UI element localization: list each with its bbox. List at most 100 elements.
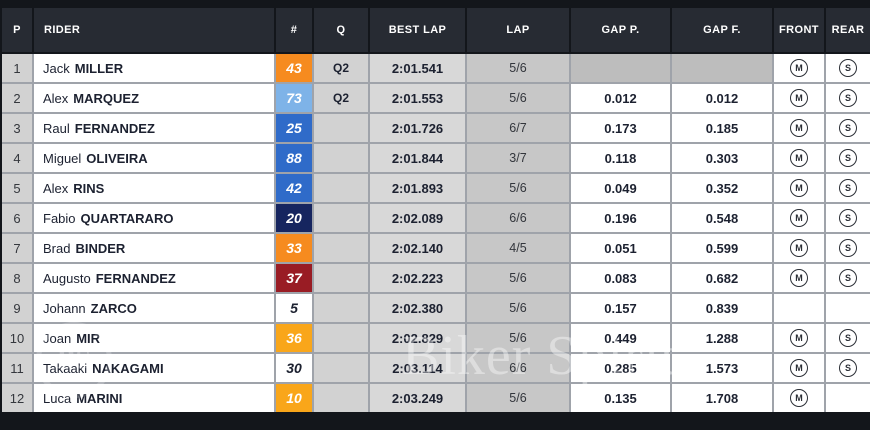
front-compound-letter: M: [795, 213, 803, 223]
gap-prev-value: 0.012: [604, 90, 637, 106]
front-tire-icon: M: [790, 179, 808, 197]
front-compound-letter: M: [795, 393, 803, 403]
table-body: 1 Jack MILLER 43 Q2 2:01.541 5/6 M S: [2, 54, 870, 412]
rider-number-plate: 30: [276, 354, 312, 382]
rear-tire-icon: S: [839, 119, 857, 137]
front-tire-cell: M: [774, 384, 824, 412]
front-tire-icon: M: [790, 89, 808, 107]
q-session-cell: [314, 324, 368, 352]
table-header: P RIDER # Q BEST LAP LAP GAP P. GAP F. F…: [2, 8, 870, 52]
q-session-cell: [314, 144, 368, 172]
rear-tire-cell: S: [826, 174, 870, 202]
lap-count-cell: 5/6: [467, 324, 569, 352]
rider-last-name: MILLER: [74, 60, 124, 76]
rider-last-name: OLIVEIRA: [86, 150, 148, 166]
header-best-lap: BEST LAP: [370, 8, 465, 52]
rider-number: 10: [286, 390, 302, 406]
gap-first-cell: 0.012: [672, 84, 772, 112]
rider-last-name: FERNANDEZ: [95, 270, 176, 286]
rider-number-plate: 73: [276, 84, 312, 112]
rider-number-plate: 36: [276, 324, 312, 352]
best-lap-value: 2:01.844: [391, 150, 444, 166]
gap-first-cell: 1.708: [672, 384, 772, 412]
q-session-cell: Q2: [314, 54, 368, 82]
rider-cell: Joan MIR: [34, 324, 274, 352]
position-label: 3: [13, 120, 21, 136]
front-tire-cell: M: [774, 114, 824, 142]
rear-compound-letter: S: [844, 333, 851, 343]
lap-count-value: 5/6: [509, 271, 527, 285]
lap-count-value: 3/7: [509, 151, 527, 165]
gap-prev-value: 0.049: [604, 180, 637, 196]
q-session-cell: [314, 264, 368, 292]
lap-count-value: 6/6: [509, 211, 527, 225]
table-row: 5 Alex RINS 42 2:01.893 5/6 0.049 0.352 …: [2, 174, 870, 202]
gap-prev-value: 0.083: [604, 270, 637, 286]
best-lap-value: 2:01.726: [391, 120, 444, 136]
best-lap-value: 2:02.140: [391, 240, 444, 256]
position-cell: 6: [2, 204, 32, 232]
front-compound-letter: M: [795, 123, 803, 133]
position-cell: 10: [2, 324, 32, 352]
front-tire-icon: M: [790, 239, 808, 257]
best-lap-cell: 2:03.114: [370, 354, 465, 382]
position-cell: 11: [2, 354, 32, 382]
rider-cell: Jack MILLER: [34, 54, 274, 82]
table-row: 9 Johann ZARCO 5 2:02.380 5/6 0.157 0.83…: [2, 294, 870, 322]
lap-count-cell: 5/6: [467, 384, 569, 412]
gap-first-cell: 0.839: [672, 294, 772, 322]
front-tire-icon: M: [790, 209, 808, 227]
rider-number-plate: 5: [276, 294, 312, 322]
lap-count-cell: 5/6: [467, 174, 569, 202]
best-lap-cell: 2:01.553: [370, 84, 465, 112]
rider-cell: Augusto FERNANDEZ: [34, 264, 274, 292]
q-session-cell: [314, 234, 368, 262]
gap-prev-cell: 0.196: [571, 204, 670, 232]
rider-last-name: BINDER: [75, 240, 126, 256]
best-lap-value: 2:02.829: [391, 330, 444, 346]
gap-first-cell: 0.185: [672, 114, 772, 142]
rider-first-name: Takaaki: [43, 360, 88, 376]
front-tire-cell: M: [774, 144, 824, 172]
front-tire-cell: M: [774, 204, 824, 232]
gap-first-value: 0.012: [705, 90, 739, 106]
rear-compound-letter: S: [844, 273, 851, 283]
gap-first-cell: 1.288: [672, 324, 772, 352]
position-cell: 8: [2, 264, 32, 292]
rider-first-name: Augusto: [43, 270, 91, 286]
position-cell: 5: [2, 174, 32, 202]
rider-first-name: Jack: [43, 60, 70, 76]
header-rear-tire: REAR: [826, 8, 870, 52]
rider-number: 88: [286, 150, 302, 166]
position-label: 1: [13, 60, 21, 76]
gap-first-cell: 0.303: [672, 144, 772, 172]
best-lap-value: 2:01.893: [391, 180, 444, 196]
rider-cell: Brad BINDER: [34, 234, 274, 262]
rider-first-name: Alex: [43, 180, 69, 196]
rear-compound-letter: S: [844, 153, 851, 163]
position-label: 12: [9, 390, 25, 406]
rider-last-name: MARINI: [76, 390, 123, 406]
position-label: 6: [13, 210, 21, 226]
front-compound-letter: M: [795, 333, 803, 343]
lap-count-cell: 5/6: [467, 54, 569, 82]
rear-compound-letter: S: [844, 123, 851, 133]
gap-prev-value: 0.173: [604, 120, 637, 136]
gap-first-cell: [672, 54, 772, 82]
front-tire-cell: M: [774, 264, 824, 292]
header-gap-prev: GAP P.: [571, 8, 670, 52]
gap-prev-cell: 0.118: [571, 144, 670, 172]
timing-table: P RIDER # Q BEST LAP LAP GAP P. GAP F. F…: [2, 8, 870, 412]
rider-cell: Alex MARQUEZ: [34, 84, 274, 112]
rear-compound-letter: S: [844, 63, 851, 73]
q-session-cell: [314, 384, 368, 412]
rider-number-plate: 10: [276, 384, 312, 412]
rear-tire-icon: S: [839, 179, 857, 197]
gap-first-value: 0.548: [705, 210, 739, 226]
gap-prev-cell: 0.012: [571, 84, 670, 112]
q-session-cell: [314, 174, 368, 202]
best-lap-cell: 2:01.541: [370, 54, 465, 82]
front-tire-cell: [774, 294, 824, 322]
lap-count-value: 6/6: [509, 361, 527, 375]
